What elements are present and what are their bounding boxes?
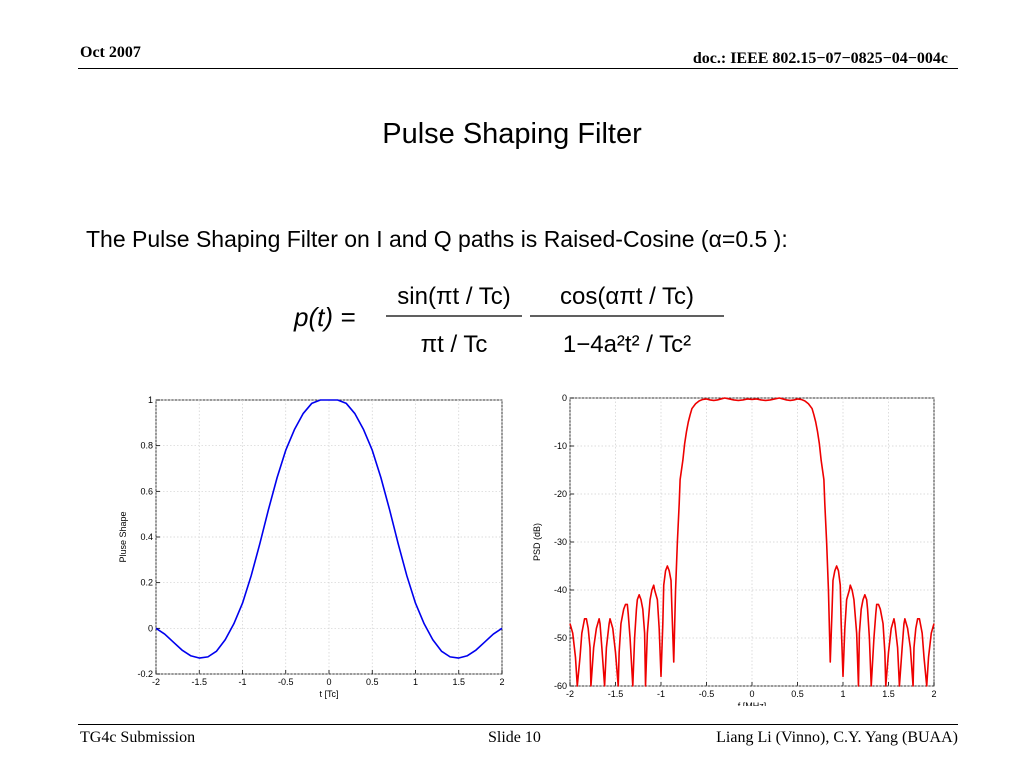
pulse-x-tick-label: -2 — [152, 677, 160, 687]
formula-num1: sin(πt / Tc) — [397, 283, 510, 310]
formula-den1: πt / Tc — [421, 331, 488, 358]
psd-x-tick-label: 2 — [931, 689, 936, 699]
pulse-x-tick-label: 0 — [326, 677, 331, 687]
psd-y-tick-label: -20 — [554, 489, 567, 499]
formula-den2: 1−4a²t² / Tc² — [563, 331, 691, 358]
psd-x-tick-label: -1 — [657, 689, 665, 699]
footer-authors: Liang Li (Vinno), C.Y. Yang (BUAA) — [716, 729, 958, 746]
psd-x-tick-label: -0.5 — [699, 689, 715, 699]
psd-x-axis-label: f [MHz] — [738, 701, 767, 706]
pulse-x-tick-label: -1.5 — [191, 677, 207, 687]
pulse-x-axis-label: t [Tc] — [319, 689, 338, 699]
psd-y-axis-label: PSD (dB) — [532, 523, 542, 561]
psd-x-tick-label: -2 — [566, 689, 574, 699]
pulse-series-line — [155, 399, 503, 659]
psd-x-tick-label: 1.5 — [882, 689, 895, 699]
psd-series-line — [569, 397, 935, 687]
header-divider — [78, 68, 958, 69]
formula-lhs: p(t) = — [293, 302, 355, 332]
psd-x-tick-label: 0.5 — [791, 689, 804, 699]
pulse-y-tick-label: 0 — [148, 623, 153, 633]
pulse-x-tick-label: 1.5 — [452, 677, 465, 687]
psd-x-tick-label: -1.5 — [608, 689, 624, 699]
pulse-x-tick-label: 0.5 — [366, 677, 379, 687]
pulse-y-tick-label: 0.8 — [140, 441, 153, 451]
psd-y-tick-label: 0 — [562, 393, 567, 403]
pulse-y-tick-label: 0.2 — [140, 578, 153, 588]
pulse-x-tick-label: 1 — [413, 677, 418, 687]
pulse-shape-chart: -2 -1.5 -1 -0.5 0 0.5 1 1.5 2 -0.2 0 0.2 0.4 0.6 0.8 1 t… — [118, 395, 505, 699]
pulse-y-tick-label: 0.6 — [140, 486, 153, 496]
psd-y-tick-label: -60 — [554, 681, 567, 691]
psd-x-tick-label: 1 — [840, 689, 845, 699]
pulse-y-tick-label: 0.4 — [140, 532, 153, 542]
slide-title: Pulse Shaping Filter — [382, 118, 642, 150]
header-date: Oct 2007 — [80, 44, 141, 61]
psd-y-tick-label: -40 — [554, 585, 567, 595]
raised-cosine-formula: p(t) = sin(πt / Tc) πt / Tc cos(απt / Tc… — [293, 283, 724, 358]
pulse-y-tick-label: 1 — [148, 395, 153, 405]
pulse-x-tick-label: 2 — [499, 677, 504, 687]
psd-y-tick-label: -30 — [554, 537, 567, 547]
footer-divider — [78, 724, 958, 725]
formula-num2: cos(απt / Tc) — [560, 283, 694, 310]
pulse-x-tick-label: -0.5 — [278, 677, 294, 687]
header-doc-id: doc.: IEEE 802.15−07−0825−04−004c — [692, 50, 948, 67]
pulse-y-axis-label: Pluse Shape — [118, 511, 128, 562]
psd-y-tick-label: -10 — [554, 441, 567, 451]
pulse-y-tick-label: -0.2 — [137, 669, 153, 679]
footer-submission: TG4c Submission — [80, 729, 196, 746]
slide-intro-text: The Pulse Shaping Filter on I and Q path… — [86, 226, 788, 252]
psd-chart: -2 -1.5 -1 -0.5 0 0.5 1 1.5 2 -60 -50 -40 -30 -20 -10 0… — [532, 393, 937, 706]
psd-x-tick-label: 0 — [749, 689, 754, 699]
pulse-x-tick-label: -1 — [238, 677, 246, 687]
psd-y-tick-label: -50 — [554, 633, 567, 643]
footer-slide-number: Slide 10 — [488, 729, 541, 746]
